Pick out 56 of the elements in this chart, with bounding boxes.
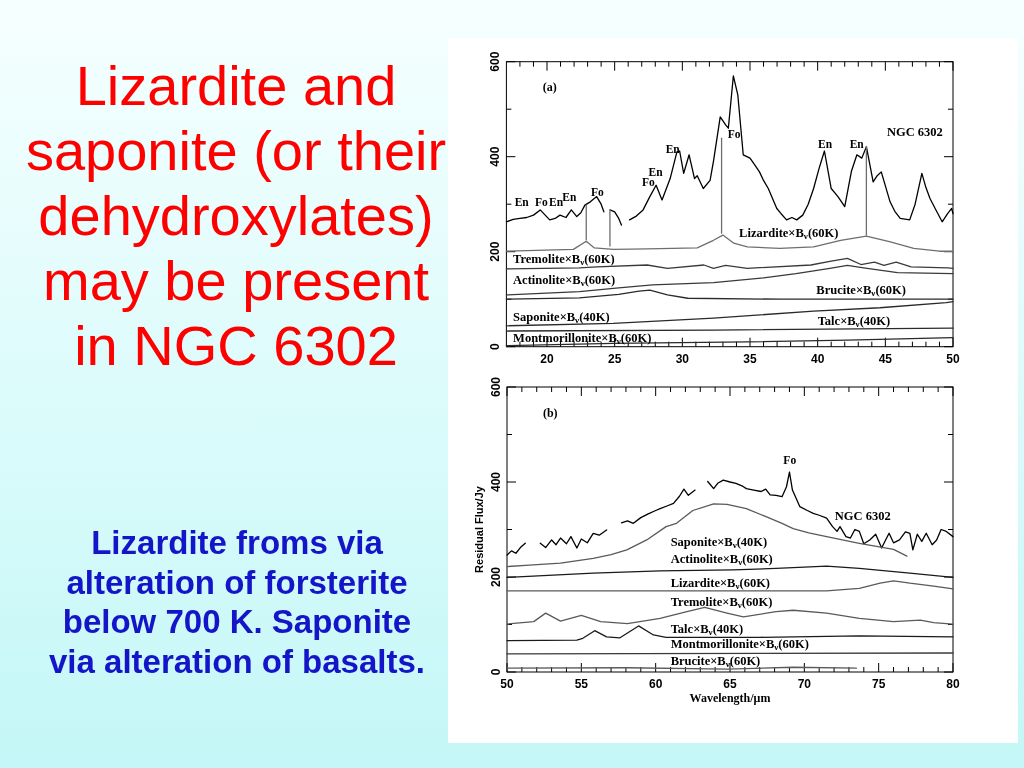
series-label: Actinolite×B$_{ν}$(60K) (670, 551, 773, 568)
y-tick-label: 200 (488, 241, 503, 262)
annotation: Fo (534, 195, 548, 208)
y-tick-label: 600 (488, 51, 503, 72)
annotation: Fo (727, 128, 741, 141)
series-label: Lizardite×B$_{ν}$(60K) (739, 225, 839, 241)
x-tick-label: 30 (675, 351, 690, 366)
x-tick-label: 45 (878, 351, 893, 366)
annotation: Fo (783, 454, 797, 467)
x-axis-title: Wavelength/μm (689, 691, 771, 705)
series-label: Talc×B$_{ν}$(40K) (817, 313, 891, 329)
annotation: En (549, 195, 564, 208)
series-label: Brucite×B$_{ν}$(60K) (816, 282, 906, 298)
annotation: (b) (542, 406, 558, 421)
x-tick-label: 80 (946, 677, 960, 691)
annotation: Fo (641, 176, 656, 189)
x-tick-label: 75 (871, 677, 886, 691)
series-label: Saponite×B$_{ν}$(40K) (513, 310, 610, 326)
series-label: Montmorillonite×B$_{ν}$(60K) (670, 636, 809, 653)
series-label: Talc×B$_{ν}$(40K) (670, 621, 744, 638)
text: Lizardite froms via alteration of forsterite below 700 K. Saponite via alteration of basalts. (49, 524, 425, 680)
y-tick-label: 200 (489, 566, 503, 588)
y-tick-label: 0 (488, 343, 503, 351)
series-label: Saponite×B$_{ν}$(40K) (670, 535, 768, 551)
series-label: Lizardite×B$_{ν}$(60K) (670, 576, 771, 592)
y-tick-label: 400 (488, 146, 503, 167)
series-label: Tremolite×B$_{ν}$(60K) (513, 251, 615, 267)
text: Lizardite and saponite (or their dehydroxylates) may be present in NGC 6302 (25, 54, 447, 377)
x-tick-label: 20 (540, 351, 554, 366)
y-tick-label: 600 (489, 376, 503, 398)
y-axis-title: Residual Flux/Jy (473, 485, 485, 573)
x-tick-label: 70 (797, 677, 812, 691)
series-label: Montmorillonite×B$_{ν}$(60K) (513, 330, 652, 347)
annotation: En (648, 166, 664, 179)
annotation: (a) (542, 79, 557, 94)
x-tick-label: 55 (574, 677, 589, 691)
annotation: En (849, 138, 865, 151)
series-label: Tremolite×B$_{ν}$(60K) (670, 594, 773, 610)
series-label: Brucite×B$_{ν}$(60K) (670, 653, 761, 670)
x-tick-label: 40 (810, 351, 825, 366)
x-tick-label: 50 (946, 351, 960, 366)
x-tick-label: 50 (500, 677, 514, 691)
x-tick-label: 35 (743, 351, 757, 366)
series-label: NGC 6302 (834, 508, 891, 523)
x-tick-label: 60 (648, 677, 663, 691)
annotation: En (665, 143, 681, 156)
series-label: NGC 6302 (886, 125, 943, 140)
annotation: En (514, 195, 530, 208)
annotation: En (818, 138, 833, 151)
series-label: Actinolite×B$_{ν}$(60K) (513, 272, 616, 288)
y-tick-label: 0 (489, 668, 503, 676)
x-tick-label: 25 (607, 351, 622, 366)
annotation: Fo (590, 185, 604, 198)
y-tick-label: 400 (489, 471, 503, 493)
x-tick-label: 65 (723, 677, 737, 691)
annotation: En (562, 190, 577, 203)
